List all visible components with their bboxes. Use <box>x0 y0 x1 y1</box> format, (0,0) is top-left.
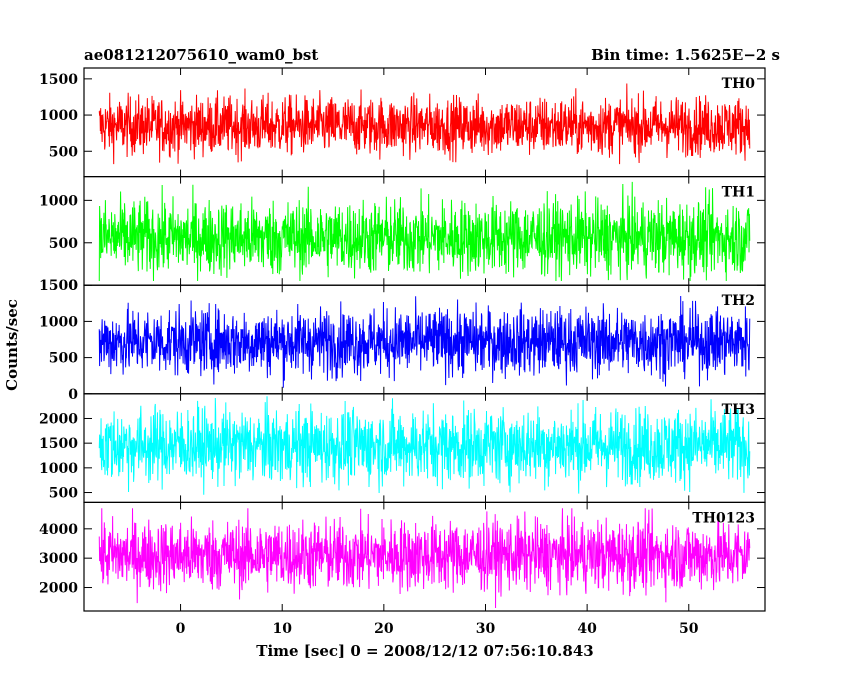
x-tick-label: 0 <box>176 621 186 637</box>
series-label-TH2: TH2 <box>722 293 755 309</box>
title-right: Bin time: 1.5625E−2 s <box>591 46 780 64</box>
series-label-TH1: TH1 <box>722 185 755 201</box>
series-label-TH0123: TH0123 <box>692 510 755 526</box>
panel-frame-TH0123 <box>83 501 766 612</box>
series-line-TH0 <box>98 83 751 165</box>
series-label-TH3: TH3 <box>722 402 755 418</box>
y-tick-label: 1000 <box>39 461 78 477</box>
y-tick-label: 1500 <box>39 72 78 88</box>
series-label-TH0: TH0 <box>722 76 756 92</box>
x-tick-label: 40 <box>577 621 597 637</box>
y-tick-label: 2000 <box>39 581 78 597</box>
y-tick-label: 500 <box>49 236 78 252</box>
y-tick-label: 2000 <box>39 411 78 427</box>
y-tick-label: 1500 <box>39 436 78 452</box>
series-line-TH0123 <box>98 508 751 609</box>
x-tick-label: 30 <box>476 621 496 637</box>
y-axis-label: Counts/sec <box>3 299 21 391</box>
x-tick-label: 20 <box>374 621 394 637</box>
y-tick-label: 0 <box>68 387 78 403</box>
x-tick-label: 50 <box>679 621 699 637</box>
x-axis-label: Time [sec] 0 = 2008/12/12 07:56:10.843 <box>256 642 593 660</box>
y-tick-label: 1000 <box>39 108 78 124</box>
title-left: ae081212075610_wam0_bst <box>84 46 318 64</box>
y-tick-label: 3000 <box>39 551 78 567</box>
x-tick-label: 10 <box>272 621 292 637</box>
y-tick-label: 500 <box>49 486 78 502</box>
y-tick-label: 4000 <box>39 522 78 538</box>
series-line-TH1 <box>98 181 751 281</box>
series-line-TH3 <box>98 396 751 495</box>
y-tick-label: 1500 <box>39 278 78 294</box>
y-tick-label: 0 <box>68 278 78 294</box>
y-tick-label: 500 <box>49 144 78 160</box>
series-line-TH2 <box>98 296 751 388</box>
y-tick-label: 500 <box>49 351 78 367</box>
y-tick-label: 1000 <box>39 193 78 209</box>
y-tick-label: 1000 <box>39 314 78 330</box>
